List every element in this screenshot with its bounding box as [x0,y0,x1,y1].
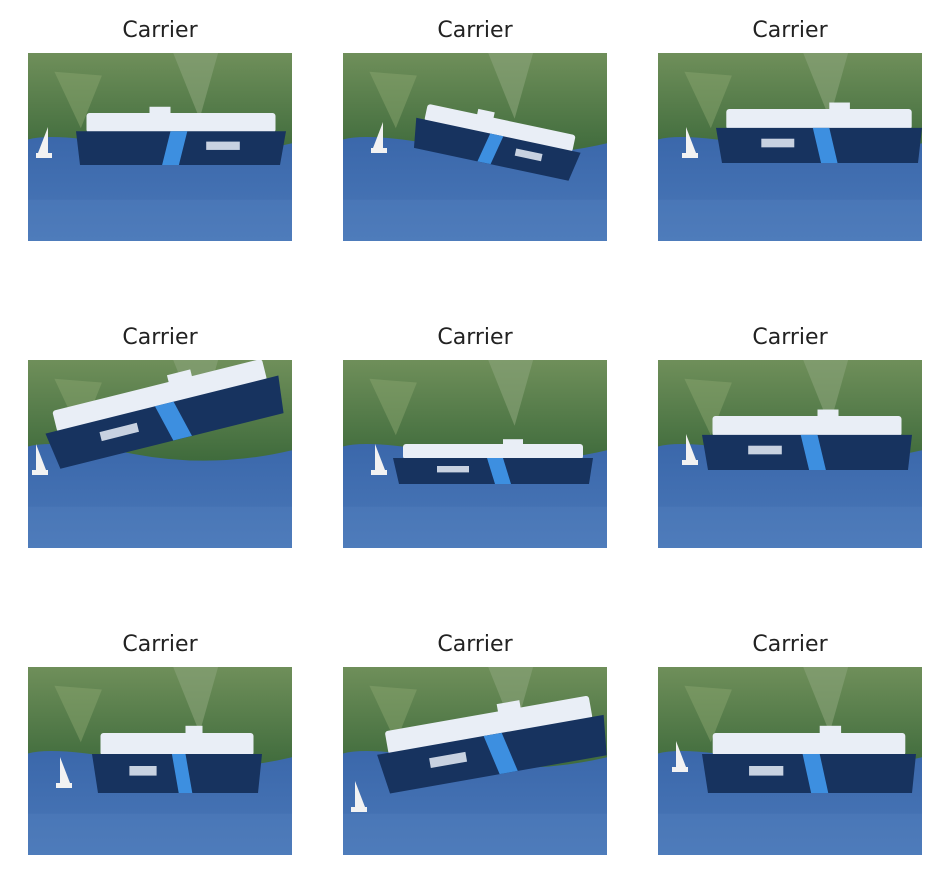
ship-photo-icon [343,360,607,548]
panel-title: Carrier [752,18,828,43]
panel-title: Carrier [752,325,828,350]
ship-photo-icon [28,667,292,855]
panel-title: Carrier [437,632,513,657]
ship-photo-icon [28,360,292,548]
panel-title: Carrier [122,325,198,350]
panel-title: Carrier [437,325,513,350]
panel-title: Carrier [752,632,828,657]
panel-title: Carrier [122,632,198,657]
ship-photo-icon [343,53,607,241]
ship-photo-icon [28,53,292,241]
ship-photo-icon [658,53,922,241]
ship-photo-icon [343,667,607,855]
ship-photo-icon [658,360,922,548]
panel-title: Carrier [437,18,513,43]
panel-title: Carrier [122,18,198,43]
ship-photo-icon [658,667,922,855]
